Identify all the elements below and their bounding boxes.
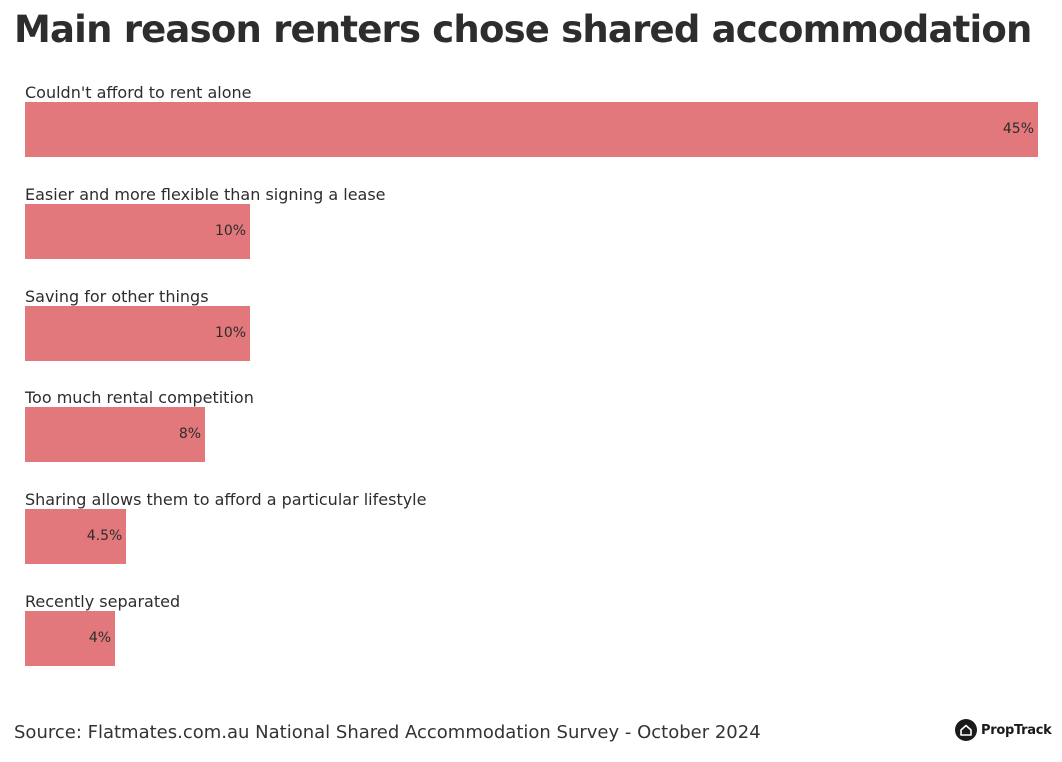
proptrack-logo: PropTrack (955, 719, 1052, 741)
category-label: Easier and more flexible than signing a … (25, 184, 386, 204)
bar-value-label: 4% (88, 630, 112, 646)
chart-title: Main reason renters chose shared accommo… (14, 8, 1032, 51)
category-label: Couldn't afford to rent alone (25, 83, 252, 102)
bar: 45% (25, 102, 1038, 157)
category-label: Recently separated (25, 592, 181, 611)
source-note: Source: Flatmates.com.au National Shared… (14, 722, 761, 743)
bar-value-label: 8% (178, 426, 202, 443)
bar-value-label: 10% (214, 222, 247, 239)
bar: 8% (25, 407, 206, 463)
category-label: Too much rental competition (25, 388, 254, 408)
proptrack-logo-text: PropTrack (981, 722, 1052, 738)
bar: 10% (25, 305, 251, 361)
bar-value-label: 4.5% (86, 528, 123, 545)
category-label: Saving for other things (25, 286, 209, 306)
bar: 10% (25, 203, 251, 259)
category-label: Sharing allows them to afford a particul… (25, 490, 427, 510)
bar: 4.5% (25, 509, 127, 565)
bar-value-label: 45% (1002, 121, 1034, 137)
bar-value-label: 10% (214, 324, 247, 341)
proptrack-house-icon (955, 719, 977, 741)
bar: 4% (25, 611, 116, 666)
